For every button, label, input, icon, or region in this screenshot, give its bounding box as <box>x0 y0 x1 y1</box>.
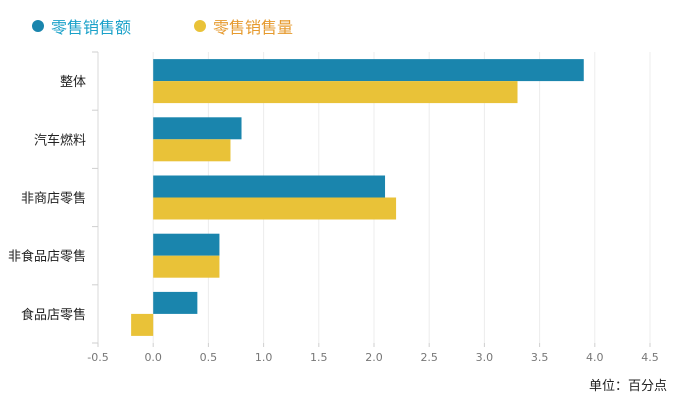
bar-sales-volume <box>153 139 231 162</box>
legend-item-sales-value[interactable]: 零售销售额 <box>32 14 131 38</box>
bar-sales-value <box>153 233 220 256</box>
bar-sales-volume <box>131 313 154 336</box>
x-tick-label: 4.0 <box>586 351 604 364</box>
bar-sales-value <box>153 59 584 82</box>
x-tick-label: 4.5 <box>641 351 659 364</box>
bar-sales-value <box>153 117 242 140</box>
category-label: 食品店零售 <box>21 307 86 323</box>
x-tick-label: 2.0 <box>365 351 383 364</box>
category-label: 非食品店零售 <box>8 249 86 265</box>
legend-marker-icon <box>194 20 206 32</box>
category-label: 整体 <box>60 75 86 90</box>
legend-label: 零售销售额 <box>51 18 132 37</box>
x-tick-label: 3.5 <box>531 351 549 364</box>
bar-sales-value <box>153 175 386 198</box>
legend-item-sales-volume[interactable]: 零售销售量 <box>194 14 293 38</box>
legend-marker-icon <box>32 20 44 32</box>
category-label: 非商店零售 <box>21 191 86 207</box>
bar-sales-volume <box>153 197 397 220</box>
x-tick-label: 1.0 <box>255 351 273 364</box>
unit-label: 单位：百分点 <box>588 379 667 394</box>
x-tick-label: 0.0 <box>144 351 162 364</box>
x-tick-label: -0.5 <box>87 351 108 364</box>
x-tick-label: 0.5 <box>200 351 218 364</box>
legend-label: 零售销售量 <box>213 18 294 37</box>
category-label: 汽车燃料 <box>34 132 86 148</box>
x-tick-label: 1.5 <box>310 351 328 364</box>
x-tick-label: 2.5 <box>420 351 438 364</box>
bar-sales-volume <box>153 81 518 104</box>
bar-sales-volume <box>153 255 220 278</box>
x-tick-label: 3.0 <box>476 351 494 364</box>
bar-sales-value <box>153 291 198 314</box>
